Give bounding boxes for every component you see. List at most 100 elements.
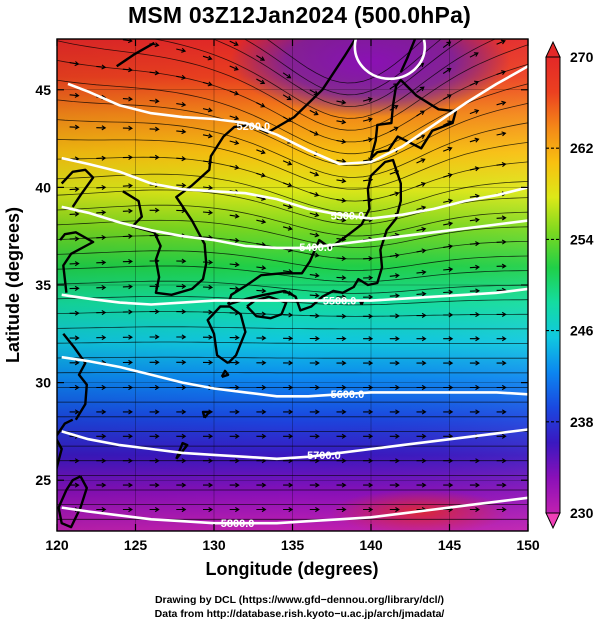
wind-arrow [336,138,347,145]
wind-arrow [389,336,400,342]
wind-arrow [229,213,240,219]
wind-arrow [229,384,240,391]
wind-arrow [203,507,214,513]
wind-arrow [176,283,187,289]
wind-arrow [309,433,320,439]
wind-arrow [96,458,107,464]
colorbar-tick-label: 270 [570,49,594,65]
wind-arrow [149,154,160,160]
streamline [57,265,528,283]
wind-arrow [442,68,452,74]
streamlines [57,39,528,520]
contour-low-closed [353,39,427,81]
wind-arrow [309,458,320,464]
contour-line-5400.0 [61,205,528,250]
wind-arrow [256,360,267,366]
wind-arrow [256,55,266,61]
wind-arrow [469,336,480,342]
wind-arrow [229,433,240,439]
wind-arrow [496,70,507,76]
wind-arrow [229,335,240,341]
wind-arrow [469,80,480,86]
streamline [57,341,528,344]
wind-arrow [122,233,133,239]
wind-arrow [283,409,294,415]
wind-arrow [443,221,454,227]
wind-arrow [283,507,294,513]
streamline [152,39,497,119]
wind-arrow [469,288,480,294]
wind-arrow [176,47,187,53]
credits: Drawing by DCL (https://www.gfd−dennou.o… [0,593,599,621]
colorbar: 230 238 246 254 262 270 [545,40,594,530]
wind-arrow [176,182,187,188]
streamline [57,250,528,271]
wind-arrow [229,115,240,121]
wind-arrow [362,137,374,143]
wind-arrow [122,259,133,265]
wind-arrow [283,335,294,341]
wind-arrow [96,384,107,391]
wind-arrow [69,310,80,316]
coastline [59,231,95,293]
wind-arrow [96,185,107,191]
coastline [201,410,211,419]
wind-arrow [283,384,294,391]
cold-low-center [230,39,510,117]
wind-arrow [176,258,187,264]
credit-data-source: Data from http://database.rish.kyoto−u.a… [154,608,445,620]
wind-arrow [309,232,320,238]
wind-arrow [336,507,347,513]
wind-arrow [309,109,319,116]
wind-arrow [416,360,427,366]
wind-arrow [416,205,427,211]
wind-arrow [96,482,107,488]
wind-arrow [149,384,160,391]
wind-arrow [309,360,320,366]
wind-arrow [496,409,507,415]
colorbar-tick-label: 262 [570,140,594,156]
coastline [399,39,417,73]
wind-arrow [69,92,80,98]
wind-arrow [122,359,133,365]
wind-arrow [69,285,80,291]
wind-arrow [69,384,80,391]
wind-arrow [416,248,427,254]
wind-arrow [309,336,320,342]
wind-arrow [96,4,105,8]
wind-arrow [469,166,480,172]
wind-arrow [122,433,133,439]
contour-label: 5800.0 [221,518,255,530]
wind-arrow [176,409,187,415]
coastline [57,418,74,472]
contour-line-5700.0 [61,428,528,461]
wind-arrow [363,458,374,464]
wind-arrow [282,204,293,209]
wind-arrow [176,309,187,315]
wind-arrow [96,507,107,513]
wind-arrow [363,294,374,300]
wind-arrow [176,21,185,25]
streamline [57,280,528,294]
wind-arrow [416,226,427,232]
wind-arrow [149,207,160,213]
coastline [220,369,230,378]
coastline [57,475,88,529]
wind-arrow [96,155,107,161]
x-tick-label: 150 [516,537,540,553]
wind-arrow [443,384,454,391]
wind-arrow [202,81,213,87]
colorbar-tick-label: 238 [570,414,594,430]
wind-arrow [416,482,427,488]
wind-arrow [389,360,400,366]
wind-arrow [309,507,320,513]
wind-arrow [283,312,294,318]
contour-line-5300.0 [61,156,528,220]
streamline [243,39,442,96]
coastline [62,333,88,421]
wind-arrow [496,311,507,317]
wind-arrow [69,360,80,366]
wind-arrow [336,458,347,464]
wind-arrow [149,70,160,76]
wind-arrow [176,129,187,135]
